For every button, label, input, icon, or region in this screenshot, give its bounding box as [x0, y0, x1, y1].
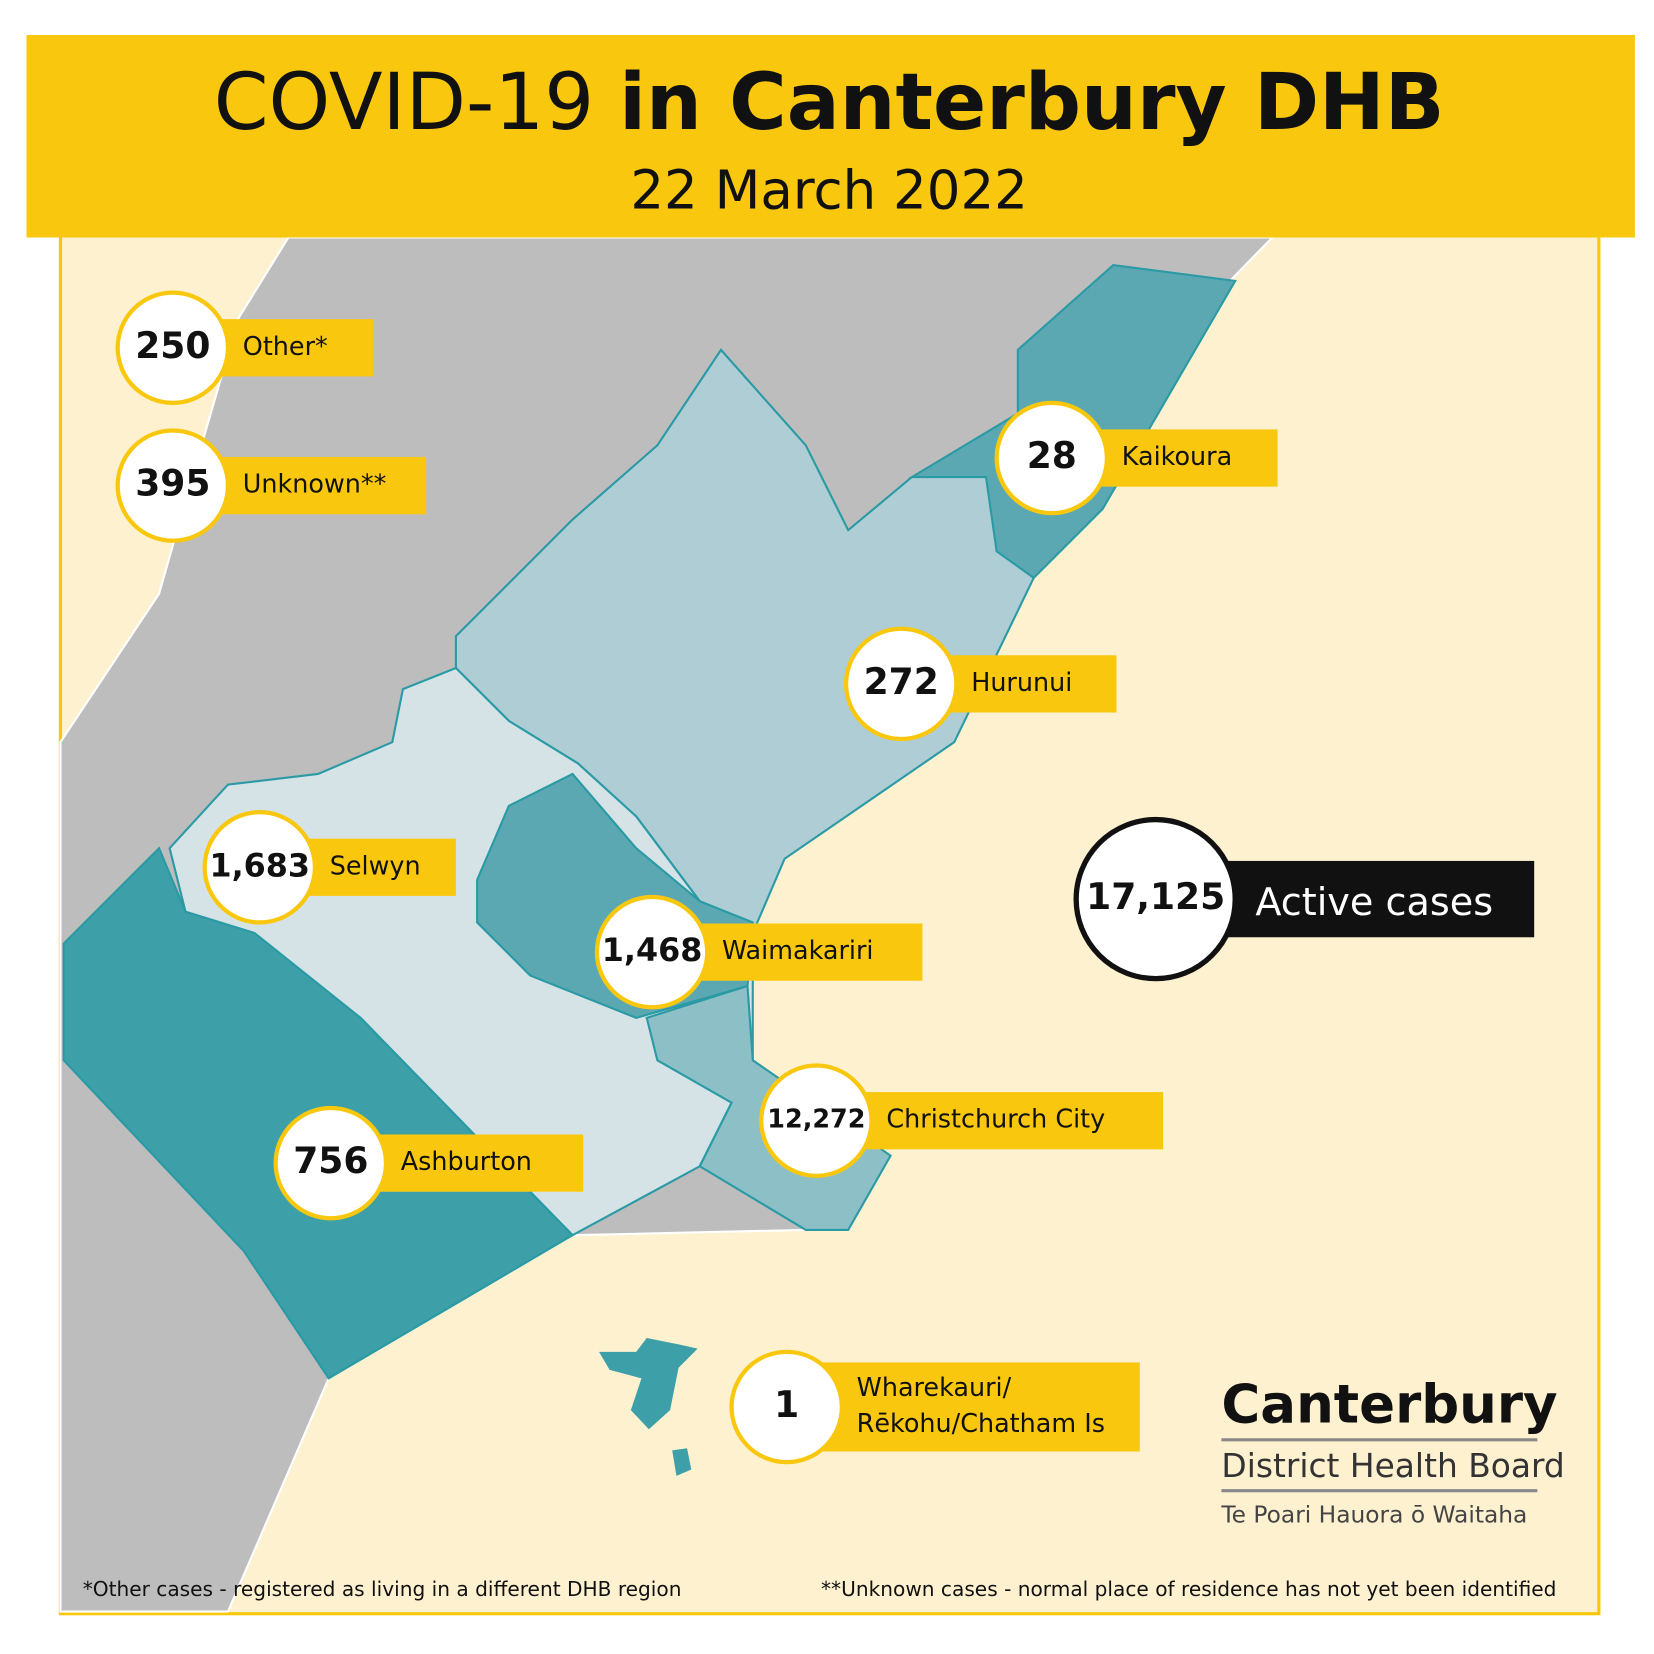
badge-circle — [594, 894, 710, 1010]
badge-name: Wharekauri/ — [857, 1372, 1012, 1402]
badge-circle — [729, 1349, 844, 1465]
badge-count: 1,468 — [602, 932, 703, 969]
logo-line2: District Health Board — [1221, 1446, 1564, 1485]
footnote: **Unknown cases - normal place of reside… — [821, 1577, 1556, 1601]
total-label: Active cases — [1255, 880, 1493, 924]
badge-circle — [115, 290, 231, 406]
badge-circle — [994, 400, 1110, 516]
badge-circle — [273, 1105, 389, 1221]
title-bold: in Canterbury DHB — [619, 57, 1444, 149]
footnote: *Other cases - registered as living in a… — [83, 1577, 682, 1601]
region-chatham — [599, 1338, 698, 1430]
date: 22 March 2022 — [630, 160, 1028, 222]
title: COVID-19 in Canterbury DHB — [214, 57, 1445, 149]
badge-count: 12,272 — [767, 1104, 865, 1134]
badge-count: 1 — [774, 1385, 799, 1426]
badge-count: 28 — [1027, 436, 1077, 477]
badge-label-bg — [786, 1362, 1140, 1452]
badges: 250 Other* 395 Unknown** 28 Kaikoura 272 Hurunu… — [115, 290, 1278, 1465]
badge-count: 395 — [135, 464, 210, 505]
badge-count: 250 — [135, 326, 210, 367]
badge-name: Ashburton — [401, 1146, 532, 1176]
badge-name: Rēkohu/Chatham Is — [857, 1408, 1105, 1438]
badge-name: Christchurch City — [886, 1104, 1105, 1134]
badge-circle — [843, 626, 959, 742]
logo-name: Canterbury — [1221, 1374, 1557, 1436]
badge-name: Hurunui — [971, 667, 1072, 697]
badge-circle — [759, 1063, 874, 1178]
badge-name: Kaikoura — [1122, 441, 1232, 471]
header-bar — [26, 34, 1635, 238]
total-count: 17,125 — [1086, 877, 1225, 918]
badge-label-bg — [816, 1092, 1164, 1150]
badge-circle — [115, 428, 231, 543]
badge-count: 1,683 — [209, 847, 310, 884]
badge-name: Other* — [243, 331, 328, 361]
badge-count: 756 — [293, 1141, 368, 1182]
badge-name: Unknown** — [243, 469, 387, 499]
badge-name: Waimakariri — [722, 935, 873, 965]
region-chatham-small — [672, 1448, 692, 1476]
title-regular: COVID-19 — [214, 57, 594, 149]
badge-circle — [202, 810, 318, 925]
total-circle — [1073, 816, 1238, 982]
badge-name: Selwyn — [330, 850, 421, 880]
logo-line3: Te Poari Hauora ō Waitaha — [1220, 1502, 1527, 1529]
badge-count: 272 — [864, 662, 939, 703]
